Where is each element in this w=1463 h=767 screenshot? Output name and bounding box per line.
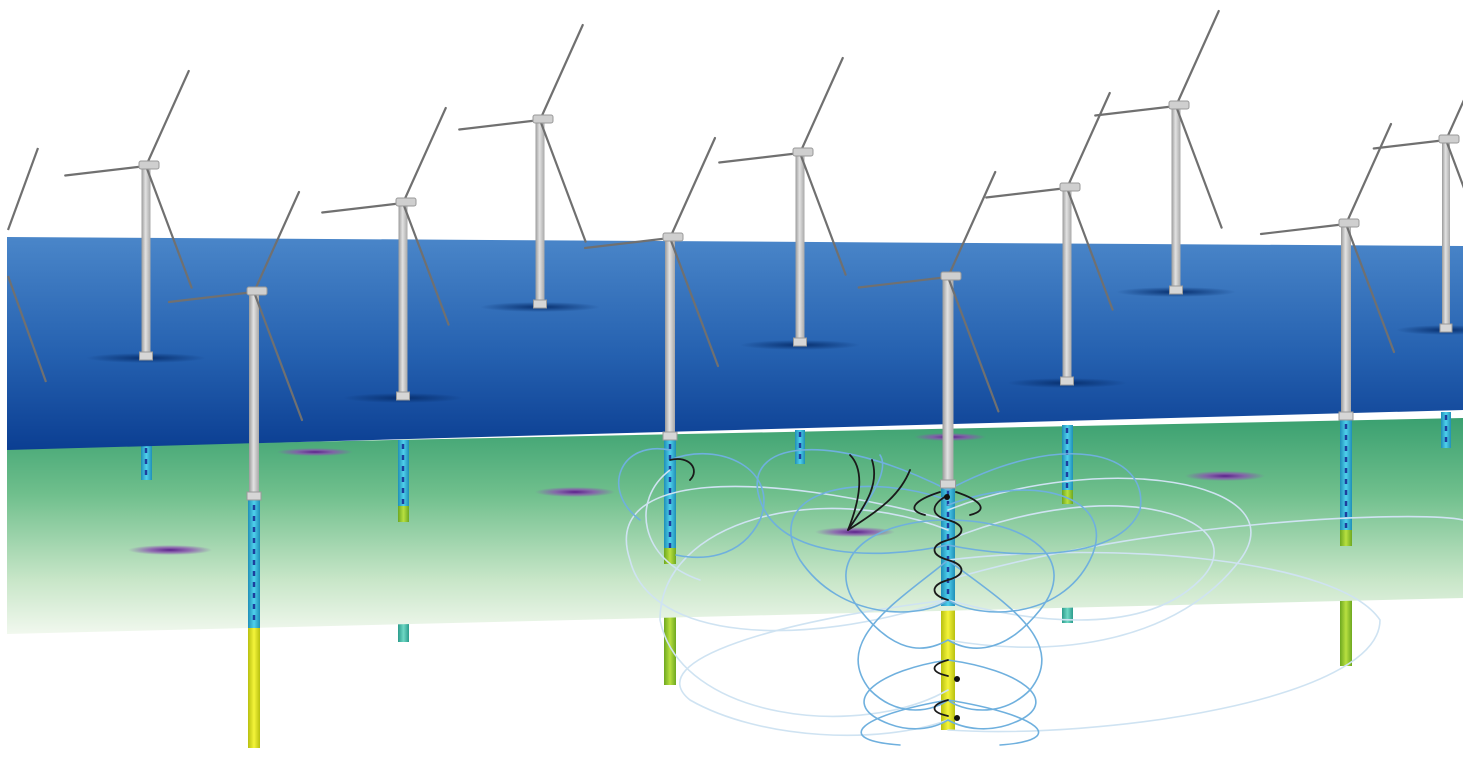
turbine-blade bbox=[144, 69, 190, 168]
wind-turbine bbox=[167, 190, 304, 501]
upper-piles bbox=[141, 412, 1451, 628]
turbine-tower bbox=[1062, 188, 1072, 385]
turbine-blade bbox=[1444, 138, 1463, 189]
turbine-blade bbox=[668, 136, 717, 240]
pile-lower bbox=[1062, 603, 1073, 623]
turbine-blade bbox=[538, 23, 584, 122]
turbine-tower bbox=[1341, 224, 1351, 420]
turbine-blade bbox=[668, 236, 720, 368]
turbine-blade bbox=[6, 147, 40, 231]
wind-turbine bbox=[1094, 9, 1223, 295]
turbine-nacelle bbox=[532, 114, 554, 124]
turbine-blade bbox=[1344, 222, 1396, 354]
turbine-blade bbox=[1065, 186, 1114, 311]
turbine-blade bbox=[321, 201, 405, 214]
pile-lower bbox=[941, 605, 955, 730]
turbine-base bbox=[246, 491, 262, 501]
turbine-blade bbox=[1094, 104, 1178, 117]
turbine-nacelle bbox=[1438, 134, 1460, 144]
turbine-blade bbox=[1065, 91, 1111, 190]
wind-turbine bbox=[985, 91, 1114, 386]
turbine-blade bbox=[946, 275, 1000, 413]
turbine-tower bbox=[141, 166, 151, 360]
turbines bbox=[6, 9, 1463, 501]
turbine-blade bbox=[1372, 138, 1448, 150]
pile-lower bbox=[664, 615, 676, 685]
turbine-tower bbox=[1442, 140, 1450, 332]
turbine-base bbox=[940, 479, 956, 489]
turbine-tower bbox=[1171, 106, 1181, 294]
turbine-nacelle bbox=[395, 197, 417, 207]
source-spot bbox=[128, 545, 212, 555]
turbine-tower bbox=[795, 153, 805, 346]
turbine-blade bbox=[946, 170, 997, 279]
turbine-blade bbox=[458, 118, 542, 131]
wind-turbine bbox=[583, 136, 720, 441]
turbine-nacelle bbox=[940, 271, 962, 281]
pile-tips bbox=[398, 490, 1352, 564]
turbine-base bbox=[1338, 411, 1354, 421]
wind-turbine bbox=[1259, 122, 1396, 421]
turbine-base bbox=[396, 391, 410, 401]
turbine-blade bbox=[1344, 122, 1393, 226]
wind-turbine bbox=[6, 147, 48, 383]
sea-surface bbox=[7, 237, 1463, 450]
pile-lower bbox=[1340, 600, 1352, 666]
turbine-base bbox=[662, 431, 678, 441]
lower-piles bbox=[248, 600, 1352, 748]
wind-turbine bbox=[1372, 99, 1463, 333]
source-spot bbox=[815, 527, 895, 537]
pile-lower bbox=[398, 620, 409, 642]
turbine-base bbox=[139, 351, 153, 361]
turbine-blade bbox=[64, 164, 148, 177]
turbine-blade bbox=[798, 56, 844, 155]
wind-turbine bbox=[64, 69, 193, 361]
pile-lower bbox=[248, 628, 260, 748]
turbine-nacelle bbox=[792, 147, 814, 157]
wind-turbine bbox=[857, 170, 1000, 489]
wind-turbine bbox=[718, 56, 847, 347]
source-spot bbox=[277, 448, 353, 456]
turbine-blade bbox=[857, 275, 950, 289]
turbine-blade bbox=[252, 290, 304, 422]
turbine-blade bbox=[798, 151, 847, 276]
turbine-tower bbox=[249, 292, 259, 500]
source-spot bbox=[535, 487, 615, 497]
turbine-nacelle bbox=[138, 160, 160, 170]
turbine-blade bbox=[583, 236, 672, 250]
turbine-tower bbox=[398, 203, 408, 400]
turbine-nacelle bbox=[662, 232, 684, 242]
turbine-nacelle bbox=[1338, 218, 1360, 228]
turbine-blade bbox=[1444, 99, 1463, 142]
turbine-tower bbox=[535, 120, 545, 308]
turbine-tower bbox=[665, 238, 675, 440]
turbine-base bbox=[1169, 285, 1183, 295]
wind-turbine bbox=[458, 23, 587, 309]
turbine-blade bbox=[1259, 222, 1348, 236]
turbine-blade bbox=[401, 201, 450, 326]
turbine-blade bbox=[538, 118, 587, 243]
turbine-base bbox=[1439, 323, 1453, 333]
turbine-base bbox=[793, 337, 807, 347]
turbine-blade bbox=[1174, 104, 1223, 229]
field-lines bbox=[617, 447, 1463, 746]
turbine-tower bbox=[942, 277, 954, 488]
turbine-base bbox=[533, 299, 547, 309]
wind-turbine bbox=[321, 106, 450, 401]
turbine-blade bbox=[1174, 9, 1220, 108]
turbine-blade bbox=[167, 290, 256, 304]
turbine-blade bbox=[252, 190, 301, 294]
turbine-nacelle bbox=[246, 286, 268, 296]
turbine-nacelle bbox=[1168, 100, 1190, 110]
source-spot bbox=[1185, 471, 1265, 481]
turbine-blade bbox=[718, 151, 802, 164]
turbine-blade bbox=[401, 106, 447, 205]
turbine-blade bbox=[6, 275, 48, 383]
turbine-blade bbox=[144, 164, 193, 289]
seabed-spots bbox=[128, 433, 1265, 555]
turbine-base bbox=[1060, 376, 1074, 386]
turbine-nacelle bbox=[1059, 182, 1081, 192]
turbine-blade bbox=[985, 186, 1069, 199]
